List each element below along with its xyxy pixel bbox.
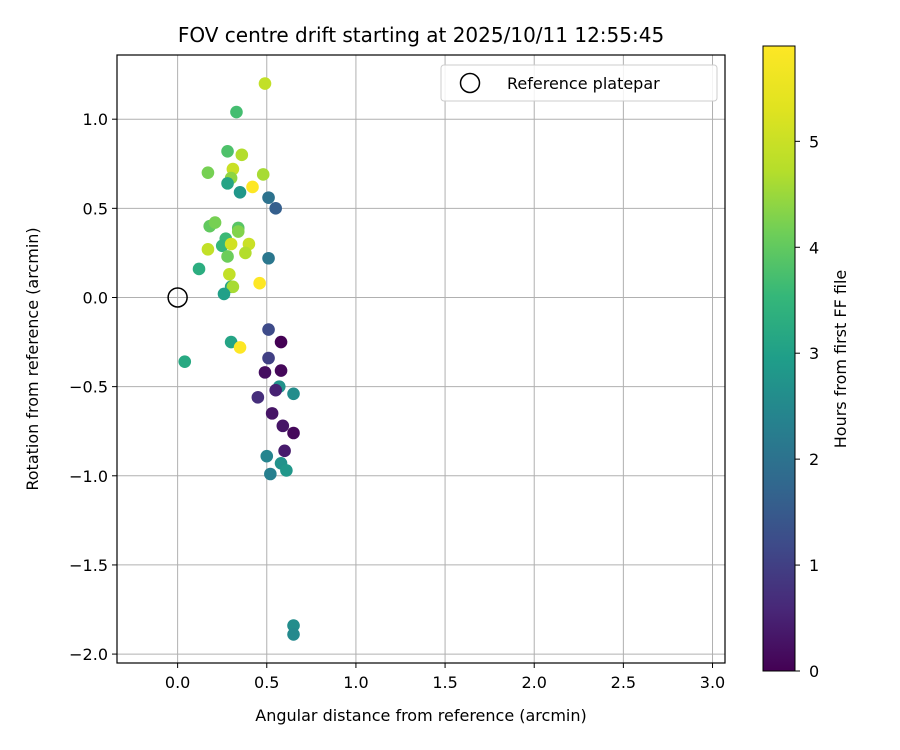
data-point <box>246 181 259 194</box>
y-tick-label: 0.5 <box>83 199 108 218</box>
legend: Reference platepar <box>441 65 717 101</box>
data-point <box>275 364 288 377</box>
data-point <box>260 450 273 463</box>
data-point <box>234 341 247 354</box>
data-point <box>287 387 300 400</box>
data-point <box>234 186 247 199</box>
data-point <box>262 352 275 365</box>
colorbar-tick-label: 2 <box>809 450 819 469</box>
chart-title: FOV centre drift starting at 2025/10/11 … <box>178 23 664 47</box>
data-point <box>259 366 272 379</box>
x-tick-label: 0.0 <box>165 673 190 692</box>
y-tick-label: 1.0 <box>83 110 108 129</box>
data-point <box>262 323 275 336</box>
y-tick-label: −0.5 <box>69 378 108 397</box>
scatter-chart: FOV centre drift starting at 2025/10/11 … <box>0 0 900 750</box>
y-tick-label: 0.0 <box>83 288 108 307</box>
colorbar-tick-label: 4 <box>809 238 819 257</box>
data-point <box>278 445 291 458</box>
y-axis-label: Rotation from reference (arcmin) <box>23 227 42 490</box>
data-point <box>209 216 222 229</box>
colorbar-tick-label: 5 <box>809 132 819 151</box>
data-point <box>202 166 215 179</box>
data-point <box>269 384 282 397</box>
data-point <box>230 106 243 119</box>
grid <box>117 55 725 663</box>
chart-figure: FOV centre drift starting at 2025/10/11 … <box>0 0 900 750</box>
data-point <box>239 247 252 260</box>
x-tick-label: 0.5 <box>254 673 279 692</box>
y-tick-label: −1.5 <box>69 556 108 575</box>
x-axis-ticks: 0.0 0.5 1.0 1.5 2.0 2.5 3.0 <box>165 663 725 692</box>
data-point <box>221 177 234 190</box>
data-point <box>236 149 249 162</box>
data-point <box>221 145 234 158</box>
y-axis-ticks: −2.0 −1.5 −1.0 −0.5 0.0 0.5 1.0 <box>69 110 117 664</box>
data-point <box>287 628 300 641</box>
data-point <box>218 288 231 301</box>
colorbar-tick-label: 3 <box>809 344 819 363</box>
colorbar-ticks: 0 1 2 3 4 5 <box>795 132 819 681</box>
data-point <box>275 336 288 349</box>
data-point <box>269 202 282 215</box>
colorbar <box>763 46 795 671</box>
data-point <box>277 420 290 433</box>
colorbar-label: Hours from first FF file <box>831 270 850 449</box>
plot-frame <box>117 55 725 663</box>
x-tick-label: 1.0 <box>343 673 368 692</box>
data-points <box>178 77 299 641</box>
x-tick-label: 3.0 <box>700 673 725 692</box>
data-point <box>232 225 245 238</box>
data-point <box>253 277 266 290</box>
x-axis-label: Angular distance from reference (arcmin) <box>255 706 586 725</box>
data-point <box>193 263 206 276</box>
data-point <box>178 355 191 368</box>
y-tick-label: −1.0 <box>69 467 108 486</box>
data-point <box>225 238 238 251</box>
legend-label: Reference platepar <box>507 74 660 93</box>
data-point <box>280 464 293 477</box>
data-point <box>252 391 265 404</box>
colorbar-tick-label: 1 <box>809 556 819 575</box>
data-point <box>262 252 275 265</box>
colorbar-tick-label: 0 <box>809 662 819 681</box>
y-tick-label: −2.0 <box>69 645 108 664</box>
x-tick-label: 2.5 <box>611 673 636 692</box>
data-point <box>223 268 236 281</box>
data-point <box>257 168 270 181</box>
data-point <box>287 427 300 440</box>
data-point <box>202 243 215 256</box>
data-point <box>264 468 277 481</box>
data-point <box>259 77 272 90</box>
data-point <box>266 407 279 420</box>
data-point <box>221 250 234 263</box>
x-tick-label: 2.0 <box>521 673 546 692</box>
x-tick-label: 1.5 <box>432 673 457 692</box>
data-point <box>262 191 275 204</box>
